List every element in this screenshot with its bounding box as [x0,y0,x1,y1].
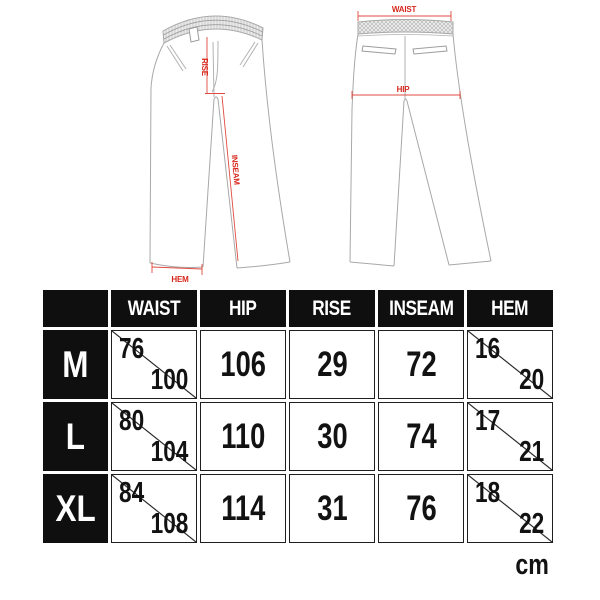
hem-value-b: 20 [518,364,544,396]
waist-value-a: 84 [119,477,145,509]
column-header-label: INSEAM [388,296,454,320]
size-table: WAIST HIP RISE INSEAM HEM M 76 100 106 2… [43,290,553,543]
table-corner-cell [43,290,108,327]
hip-value: 106 [220,344,266,384]
pants-front-drawing [149,15,291,269]
waist-measure-ticks [357,11,452,21]
column-header-label: WAIST [127,296,181,320]
front-right-leg-outline [217,98,238,269]
waist-label: WAIST [392,5,417,14]
pants-diagram: RISE INSEAM HEM W [149,5,492,284]
cell-m-hip: 106 [200,330,286,399]
back-waistband [357,19,454,35]
hem-value-b: 21 [518,436,544,468]
row-header-size-m: M [43,330,108,399]
back-measurements [351,11,461,99]
hem-value-a: 18 [475,477,501,509]
column-header-label: HEM [491,296,529,320]
front-belt-tab [188,26,200,43]
waist-value-a: 76 [119,333,145,365]
waist-value-b: 100 [150,364,188,396]
cell-xl-inseam: 76 [378,474,464,543]
cell-l-waist: 80 104 [111,402,197,471]
cell-m-waist: 76 100 [111,330,197,399]
inseam-label: INSEAM [230,154,242,185]
hip-value: 110 [220,416,266,456]
inseam-measure-line [221,95,239,262]
cell-xl-hem: 18 22 [467,474,553,543]
cell-m-rise: 29 [289,330,375,399]
column-header-label: HIP [229,296,257,320]
unit-label: cm [515,549,549,581]
inseam-value: 76 [405,488,437,528]
cell-xl-waist: 84 108 [111,474,197,543]
cell-m-hem: 16 20 [467,330,553,399]
column-header-hem: HEM [467,290,553,327]
cell-xl-rise: 31 [289,474,375,543]
row-header-size-xl: XL [43,474,108,543]
hem-value-a: 17 [475,405,501,437]
front-right-pocket [239,41,259,68]
hem-measure-line [151,266,203,270]
cell-xl-hip: 114 [200,474,286,543]
waist-value-b: 104 [150,436,188,468]
rise-value: 30 [316,416,348,456]
column-header-rise: RISE [289,290,375,327]
back-right-leg-outline [406,100,450,266]
waist-value-b: 108 [150,508,188,540]
inseam-value: 74 [405,416,437,456]
cell-m-inseam: 72 [378,330,464,399]
waist-value-a: 80 [119,405,145,437]
cell-l-inseam: 74 [378,402,464,471]
inseam-value: 72 [405,344,437,384]
pants-back-drawing [349,19,492,267]
rise-label: RISE [200,58,209,77]
hip-value: 114 [220,488,266,528]
hip-label: HIP [397,85,411,94]
row-header-size-l: L [43,402,108,471]
front-measurements [151,37,239,275]
cell-l-hip: 110 [200,402,286,471]
hem-value-b: 22 [518,508,544,540]
back-left-pocket [361,45,397,55]
cell-l-hem: 17 21 [467,402,553,471]
rise-value: 29 [316,344,348,384]
hem-measure-ticks [151,262,203,275]
back-left-leg-outline [349,33,359,263]
front-left-leg-outline [149,42,165,264]
cell-l-rise: 30 [289,402,375,471]
hem-value-a: 16 [475,333,501,365]
size-label: L [65,415,86,457]
column-header-waist: WAIST [111,290,197,327]
size-label: M [62,343,89,385]
column-header-label: RISE [312,296,352,320]
front-left-pocket [166,44,187,72]
column-header-inseam: INSEAM [378,290,464,327]
hem-label: HEM [171,275,189,284]
size-label: XL [55,487,96,529]
hip-measure-ticks [351,91,461,99]
back-right-pocket [412,45,448,55]
rise-value: 31 [316,488,348,528]
column-header-hip: HIP [200,290,286,327]
